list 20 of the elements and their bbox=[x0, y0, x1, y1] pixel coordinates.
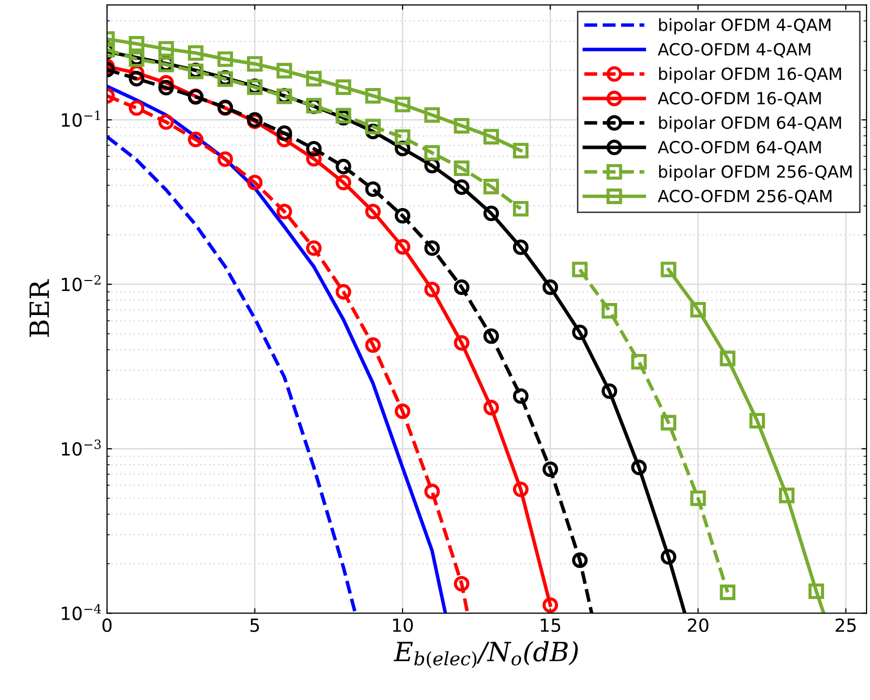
legend-label: bipolar OFDM 256-QAM bbox=[659, 165, 852, 182]
legend-label: ACO-OFDM 64-QAM bbox=[658, 140, 821, 156]
y-tick-label: 10$^{−2}$ bbox=[62, 275, 100, 292]
x-axis-title: E$_{b(elec)}$/N$_{o}$(dB) bbox=[394, 641, 578, 668]
legend-label: ACO-OFDM 16-QAM bbox=[658, 92, 821, 106]
legend-label: bipolar OFDM 4-QAM bbox=[659, 18, 830, 34]
y-tick-label: 10$^{−4}$ bbox=[62, 604, 102, 620]
legend-label: ACO-OFDM 4-QAM bbox=[658, 42, 810, 58]
x-tick-label: 5 bbox=[250, 618, 259, 632]
y-axis-title: BER bbox=[30, 279, 49, 337]
x-tick-label: 15 bbox=[540, 618, 560, 632]
x-tick-label: 0 bbox=[102, 618, 112, 632]
y-tick-label: 10$^{−3}$ bbox=[62, 440, 101, 456]
y-tick-label: 10$^{−1}$ bbox=[62, 110, 100, 127]
legend-label: ACO-OFDM 256-QAM bbox=[658, 190, 832, 204]
legend-label: bipolar OFDM 16-QAM bbox=[659, 67, 841, 84]
x-tick-label: 25 bbox=[836, 618, 856, 632]
x-tick-label: 20 bbox=[688, 618, 708, 632]
x-tick-label: 10 bbox=[393, 618, 413, 632]
legend-label: bipolar OFDM 64-QAM bbox=[659, 116, 841, 132]
